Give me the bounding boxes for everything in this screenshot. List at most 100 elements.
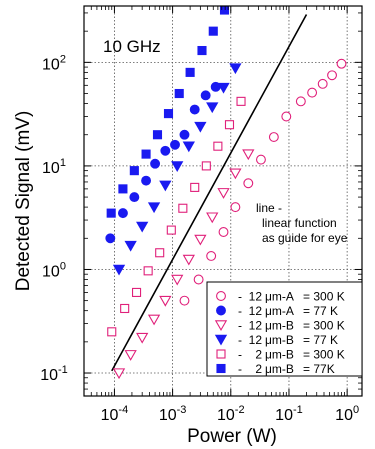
point-s3-3 xyxy=(147,202,161,214)
point-s1-0 xyxy=(105,233,116,244)
point-s0-12 xyxy=(327,70,337,81)
legend-temp-4: = 300 K xyxy=(303,348,345,362)
legend-size-2: 12 xyxy=(249,319,263,333)
point-s0-10 xyxy=(307,87,318,98)
point-s5-0 xyxy=(106,208,116,218)
point-s2-6 xyxy=(182,254,195,266)
point-s0-9 xyxy=(295,96,306,107)
annotation-frequency: 10 GHz xyxy=(103,37,161,56)
point-s4-1 xyxy=(120,303,130,314)
x-tick-label-2: 10-2 xyxy=(217,404,245,424)
line-note-1: line - xyxy=(256,201,282,215)
point-s4-10 xyxy=(224,120,235,130)
point-s4-9 xyxy=(213,141,223,151)
point-s5-3 xyxy=(141,149,151,159)
point-s3-8 xyxy=(206,102,219,114)
point-s1-2 xyxy=(129,192,140,203)
point-s2-11 xyxy=(242,149,255,161)
point-s4-8 xyxy=(201,161,211,171)
legend-size-1: 12 xyxy=(249,304,263,318)
legend-label-2: μm-B xyxy=(265,319,294,333)
legend-temp-5: = 77K xyxy=(303,362,335,376)
point-s5-6 xyxy=(174,88,184,99)
point-s5-9 xyxy=(208,26,218,36)
point-s2-10 xyxy=(229,168,242,180)
point-s0-5 xyxy=(243,178,254,189)
point-s5-8 xyxy=(197,45,207,56)
tick-labels: 10-4 10-3 10-2 10-1 100 10-1 100 101 102 xyxy=(40,53,359,424)
point-s5-5 xyxy=(163,109,174,119)
y-tick-label-2: 101 xyxy=(42,157,66,177)
legend-dash-1: - xyxy=(238,304,242,318)
x-tick-label-1: 10-3 xyxy=(159,404,187,424)
line-note-3: as guide for eye xyxy=(262,231,348,245)
point-s0-2 xyxy=(206,251,217,261)
y-tick-label-0: 10-1 xyxy=(40,364,68,384)
point-s3-9 xyxy=(217,82,230,94)
point-s1-3 xyxy=(141,175,152,186)
point-s1-4 xyxy=(150,158,161,169)
legend-temp-0: = 300 K xyxy=(303,290,345,304)
point-s4-4 xyxy=(155,248,165,258)
point-s5-2 xyxy=(129,166,139,176)
y-axis-label: Detected Signal (mV) xyxy=(13,111,34,292)
legend-size-0: 12 xyxy=(249,290,263,304)
point-s4-0 xyxy=(107,327,117,337)
plot-frame xyxy=(83,5,363,397)
point-s0-4 xyxy=(230,202,241,213)
point-s2-7 xyxy=(194,234,207,246)
x-tick-label-4: 100 xyxy=(335,404,359,424)
point-s0-1 xyxy=(193,274,204,285)
point-s2-5 xyxy=(171,274,184,286)
point-s2-3 xyxy=(147,314,161,326)
point-s4-7 xyxy=(190,182,200,192)
point-s5-1 xyxy=(118,184,128,194)
point-s3-5 xyxy=(171,161,184,172)
legend: -12 μm-A = 300 K- 12 μm-A = 77 K- 12 μm-B = 300 … xyxy=(206,281,363,377)
legend-box xyxy=(206,281,363,377)
point-s1-6 xyxy=(170,139,180,150)
legend-marker-5 xyxy=(216,363,226,374)
point-s4-5 xyxy=(166,225,176,235)
x-tick-label-0: 10-4 xyxy=(101,404,129,424)
legend-label-0: μm-A xyxy=(265,290,294,304)
point-s0-0 xyxy=(179,295,190,306)
legend-dash-0: - xyxy=(238,290,242,304)
legend-size-3: 12 xyxy=(249,333,263,347)
x-tick-label-3: 10-1 xyxy=(275,404,303,424)
legend-temp-1: = 77 K xyxy=(303,304,338,318)
point-s1-8 xyxy=(189,104,200,115)
point-s4-6 xyxy=(178,203,188,213)
point-s1-5 xyxy=(160,145,171,156)
point-s2-0 xyxy=(112,368,126,380)
point-s0-11 xyxy=(317,78,328,89)
point-s4-3 xyxy=(143,266,153,276)
point-s3-10 xyxy=(229,63,242,75)
point-s0-13 xyxy=(336,58,347,69)
point-s3-0 xyxy=(112,264,126,276)
point-s0-3 xyxy=(218,227,229,237)
point-s5-4 xyxy=(152,130,163,140)
legend-dash-4: - xyxy=(238,348,242,362)
point-s2-4 xyxy=(159,295,172,307)
point-s2-8 xyxy=(206,212,219,224)
point-s4-2 xyxy=(131,287,142,297)
legend-temp-3: = 77 K xyxy=(303,333,338,347)
legend-label-4: μm-B xyxy=(265,348,294,362)
legend-marker-1 xyxy=(216,305,226,316)
point-s4-11 xyxy=(236,96,246,106)
point-s5-7 xyxy=(185,67,195,77)
point-s2-2 xyxy=(136,332,149,344)
point-s3-1 xyxy=(124,240,137,252)
legend-size-5: 2 xyxy=(255,362,262,376)
y-tick-label-3: 102 xyxy=(42,53,66,73)
point-s3-6 xyxy=(182,141,195,153)
point-s3-7 xyxy=(194,121,207,133)
guide-line xyxy=(111,14,308,372)
line-note-2: linear function xyxy=(262,216,337,230)
legend-marker-0 xyxy=(216,291,226,301)
point-s1-9 xyxy=(200,90,211,101)
point-s0-6 xyxy=(256,154,266,165)
axis-ticks xyxy=(83,6,362,396)
